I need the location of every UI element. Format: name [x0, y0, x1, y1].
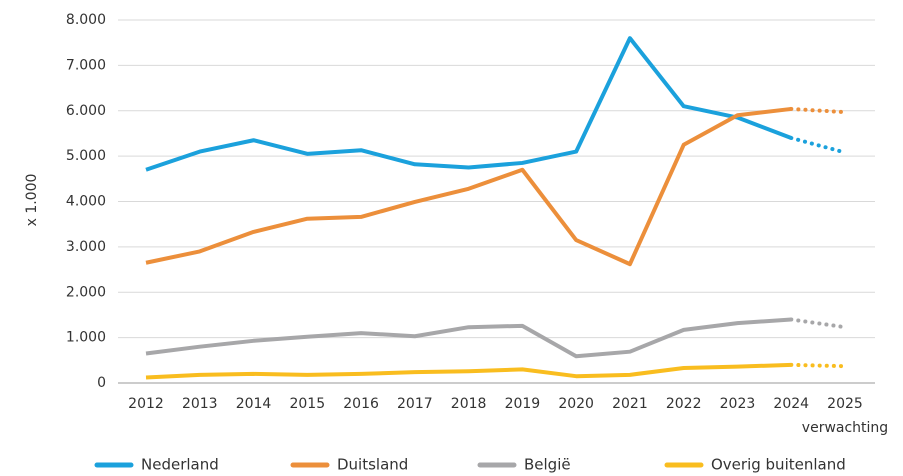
forecast-line: [789, 135, 847, 155]
y-tick-label: 8.000: [66, 12, 106, 28]
x-tick-label: 2021: [612, 396, 648, 412]
y-tick-label: 7.000: [66, 57, 106, 73]
forecast-line: [789, 106, 847, 115]
line: [145, 36, 792, 172]
x-tick-label: 2023: [720, 396, 756, 412]
forecast-line: [789, 317, 847, 330]
x-tick-label: 2018: [451, 396, 487, 412]
line: [145, 362, 792, 380]
legend-label: Duitsland: [337, 456, 408, 474]
y-tick-label: 0: [97, 375, 106, 391]
x-tick-label: 2014: [236, 396, 272, 412]
line: [145, 317, 792, 359]
legend-label: Nederland: [141, 456, 219, 474]
x-tick-label: 2015: [289, 396, 325, 412]
y-axis-label: x 1.000: [24, 174, 40, 227]
y-tick-label: 1.000: [66, 330, 106, 346]
y-tick-label: 4.000: [66, 194, 106, 210]
line: [145, 106, 792, 267]
x-tick-label: 2017: [397, 396, 433, 412]
x-tick-label: 2013: [182, 396, 218, 412]
x-tick-label: 2016: [343, 396, 379, 412]
y-tick-label: 2.000: [66, 284, 106, 300]
legend-label: Overig buitenland: [711, 456, 846, 474]
y-tick-label: 6.000: [66, 103, 106, 119]
x-tick-label: 2019: [505, 396, 541, 412]
x-tick-label: 2020: [558, 396, 594, 412]
forecast-line: [789, 362, 847, 369]
legend-label: België: [524, 456, 571, 474]
x-tick-label: 2024: [773, 396, 809, 412]
forecast-label: verwachting: [802, 420, 888, 436]
x-tick-label: 2012: [128, 396, 164, 412]
x-tick-label: 2025: [827, 396, 863, 412]
x-tick-label: 2022: [666, 396, 702, 412]
y-tick-label: 3.000: [66, 239, 106, 255]
y-tick-label: 5.000: [66, 148, 106, 164]
